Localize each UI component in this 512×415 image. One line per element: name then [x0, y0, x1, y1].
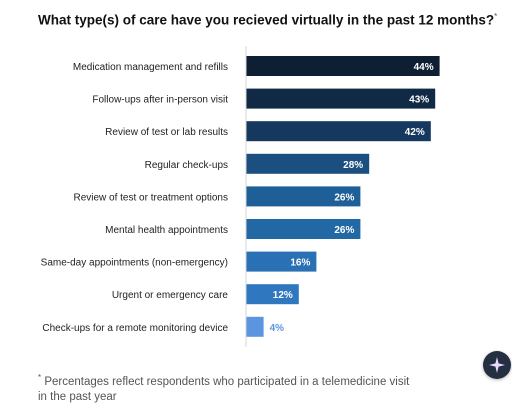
bar — [246, 88, 436, 109]
data-label: 42% — [405, 127, 425, 138]
bar — [246, 153, 370, 174]
bar — [246, 186, 361, 207]
category-label: Check-ups for a remote monitoring device — [42, 323, 228, 334]
bar — [246, 284, 299, 305]
bar — [246, 121, 431, 142]
category-label: Medication management and refills — [73, 62, 228, 73]
data-label: 26% — [334, 225, 354, 236]
category-label: Review of test or treatment options — [73, 192, 228, 203]
bar — [246, 56, 440, 76]
footnote: * Percentages reflect respondents who pa… — [38, 370, 418, 405]
data-label: 28% — [343, 160, 363, 171]
data-label: 44% — [414, 62, 434, 73]
category-label: Review of test or lab results — [105, 127, 228, 138]
data-label: 4% — [270, 323, 285, 334]
bar — [246, 316, 264, 337]
ai-assistant-button[interactable] — [483, 351, 511, 379]
category-label: Follow-ups after in-person visit — [92, 95, 228, 106]
title-footnote-mark: * — [494, 12, 498, 21]
category-label: Same-day appointments (non-emergency) — [41, 258, 228, 269]
data-label: 12% — [273, 290, 293, 301]
data-label: 26% — [334, 192, 354, 203]
category-label: Mental health appointments — [105, 225, 228, 236]
data-label: 16% — [290, 258, 310, 269]
footnote-text: Percentages reflect respondents who part… — [38, 375, 410, 403]
category-label: Regular check-ups — [145, 160, 228, 171]
category-label: Urgent or emergency care — [112, 290, 229, 301]
chart-title: What type(s) of care have you recieved v… — [38, 12, 497, 28]
data-label: 43% — [409, 95, 429, 106]
bar — [246, 251, 317, 272]
sparkle-icon — [489, 357, 505, 373]
title-text: What type(s) of care have you recieved v… — [38, 12, 495, 28]
footnote-mark: * — [38, 373, 42, 382]
bar-chart: Medication management and refills 44% Foll… — [41, 46, 440, 347]
bar — [246, 219, 361, 239]
